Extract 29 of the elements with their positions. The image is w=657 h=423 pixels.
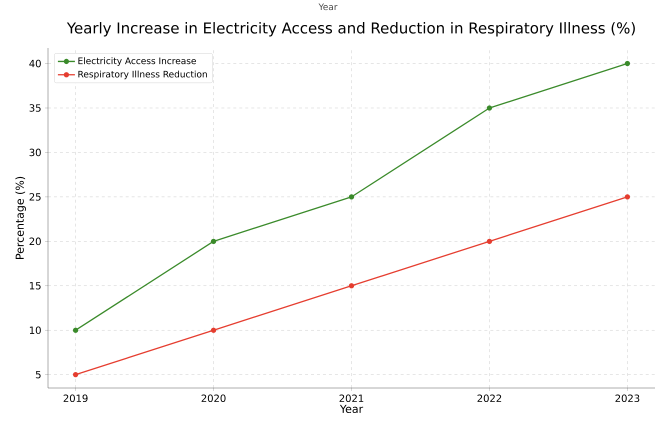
x-tick-label: 2023 (615, 394, 640, 402)
y-tick-label: 20 (30, 238, 41, 246)
y-tick-label: 15 (30, 282, 41, 290)
point (348, 283, 354, 288)
text: Year (318, 4, 338, 10)
point (624, 60, 630, 66)
point (72, 328, 78, 333)
x-tick-label: 2020 (202, 394, 226, 402)
point (72, 372, 78, 378)
legend-label: Electricity Access Increase (78, 57, 196, 66)
y-tick-label: 30 (30, 148, 41, 156)
point (210, 328, 216, 333)
point (624, 194, 630, 200)
x-tick-label: 2022 (478, 394, 502, 402)
y-axis-title: Percentage (%) (15, 176, 26, 259)
point (210, 238, 216, 244)
point (486, 105, 492, 111)
chart-title: Yearly Increase in Electricity Access and Reduction in Respiratory Illness (%) (66, 22, 635, 37)
y-tick-label: 25 (30, 193, 41, 201)
point (348, 194, 354, 200)
y-tick-label: 10 (30, 326, 41, 334)
y-tick-label: 35 (30, 104, 41, 112)
x-tick-label: 2019 (64, 394, 88, 402)
y-tick-label: 5 (36, 370, 41, 378)
x-tick-label: 2021 (340, 394, 364, 402)
y-tick-label: 40 (29, 60, 41, 68)
x-axis-title: Year (340, 404, 364, 414)
point (486, 238, 492, 244)
legend-label: Respiratory Illness Reduction (78, 70, 207, 80)
